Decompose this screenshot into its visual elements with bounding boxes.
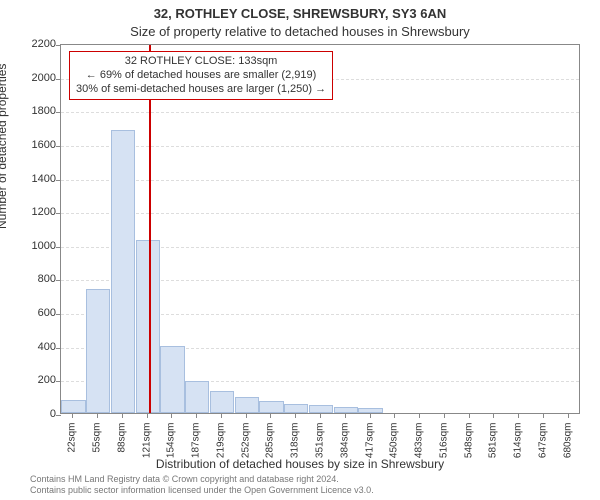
xtick-label: 614sqm [513, 423, 524, 463]
xtick-label: 121sqm [141, 423, 152, 463]
histogram-bar [259, 401, 283, 413]
ytick-mark [56, 146, 61, 147]
xtick-label: 581sqm [488, 423, 499, 463]
marker-annotation: 32 ROTHLEY CLOSE: 133sqm← 69% of detache… [69, 51, 333, 100]
ytick-mark [56, 381, 61, 382]
gridline [61, 112, 579, 113]
xtick-label: 219sqm [215, 423, 226, 463]
xtick-mark [295, 413, 296, 418]
xtick-label: 647sqm [537, 423, 548, 463]
ytick-label: 400 [6, 341, 56, 353]
histogram-bar [86, 289, 110, 413]
annotation-line: 32 ROTHLEY CLOSE: 133sqm [76, 55, 326, 69]
annotation-line: ← 69% of detached houses are smaller (2,… [76, 69, 326, 83]
ytick-label: 0 [6, 408, 56, 420]
xtick-mark [469, 413, 470, 418]
xtick-mark [370, 413, 371, 418]
histogram-bar [235, 397, 259, 413]
xtick-label: 154sqm [166, 423, 177, 463]
xtick-label: 548sqm [463, 423, 474, 463]
xtick-mark [543, 413, 544, 418]
footer-line2: Contains public sector information licen… [30, 485, 374, 496]
xtick-label: 55sqm [92, 423, 103, 463]
xtick-mark [419, 413, 420, 418]
xtick-mark [122, 413, 123, 418]
ytick-mark [56, 180, 61, 181]
ytick-label: 200 [6, 374, 56, 386]
ytick-label: 2000 [6, 72, 56, 84]
xtick-mark [72, 413, 73, 418]
histogram-bar [61, 400, 85, 413]
ytick-label: 1000 [6, 240, 56, 252]
xtick-label: 516sqm [438, 423, 449, 463]
ytick-label: 2200 [6, 38, 56, 50]
xtick-mark [345, 413, 346, 418]
xtick-label: 351sqm [315, 423, 326, 463]
title-address: 32, ROTHLEY CLOSE, SHREWSBURY, SY3 6AN [0, 6, 600, 21]
histogram-bar [136, 240, 160, 413]
xtick-label: 22sqm [67, 423, 78, 463]
ytick-mark [56, 280, 61, 281]
xtick-mark [394, 413, 395, 418]
xtick-mark [320, 413, 321, 418]
gridline [61, 146, 579, 147]
ytick-label: 600 [6, 307, 56, 319]
gridline [61, 213, 579, 214]
xtick-mark [147, 413, 148, 418]
xtick-label: 285sqm [265, 423, 276, 463]
histogram-bar [334, 407, 358, 413]
ytick-label: 1400 [6, 173, 56, 185]
xtick-mark [493, 413, 494, 418]
xtick-label: 483sqm [414, 423, 425, 463]
ytick-mark [56, 45, 61, 46]
ytick-mark [56, 314, 61, 315]
ytick-mark [56, 213, 61, 214]
histogram-bar [111, 130, 135, 413]
ytick-label: 1600 [6, 139, 56, 151]
histogram-bar [160, 346, 184, 413]
histogram-bar [185, 381, 209, 413]
annotation-line: 30% of semi-detached houses are larger (… [76, 83, 326, 97]
xtick-label: 318sqm [290, 423, 301, 463]
xtick-label: 680sqm [562, 423, 573, 463]
xtick-label: 417sqm [364, 423, 375, 463]
ytick-mark [56, 247, 61, 248]
xtick-label: 450sqm [389, 423, 400, 463]
xtick-mark [246, 413, 247, 418]
ytick-mark [56, 79, 61, 80]
ytick-label: 1200 [6, 206, 56, 218]
title-subtitle: Size of property relative to detached ho… [0, 24, 600, 39]
gridline [61, 180, 579, 181]
ytick-label: 1800 [6, 105, 56, 117]
xtick-mark [270, 413, 271, 418]
xtick-label: 384sqm [339, 423, 350, 463]
xtick-mark [444, 413, 445, 418]
histogram-bar [309, 405, 333, 413]
chart-plot-area: 32 ROTHLEY CLOSE: 133sqm← 69% of detache… [60, 44, 580, 414]
ytick-mark [56, 415, 61, 416]
histogram-bar [210, 391, 234, 413]
ytick-mark [56, 348, 61, 349]
histogram-bar [284, 404, 308, 413]
xtick-mark [221, 413, 222, 418]
xtick-label: 187sqm [191, 423, 202, 463]
footer-attribution: Contains HM Land Registry data © Crown c… [30, 474, 374, 496]
xtick-label: 88sqm [116, 423, 127, 463]
footer-line1: Contains HM Land Registry data © Crown c… [30, 474, 374, 485]
xtick-mark [171, 413, 172, 418]
xtick-mark [568, 413, 569, 418]
ytick-label: 800 [6, 273, 56, 285]
xtick-mark [518, 413, 519, 418]
xtick-label: 252sqm [240, 423, 251, 463]
ytick-mark [56, 112, 61, 113]
xtick-mark [196, 413, 197, 418]
xtick-mark [97, 413, 98, 418]
